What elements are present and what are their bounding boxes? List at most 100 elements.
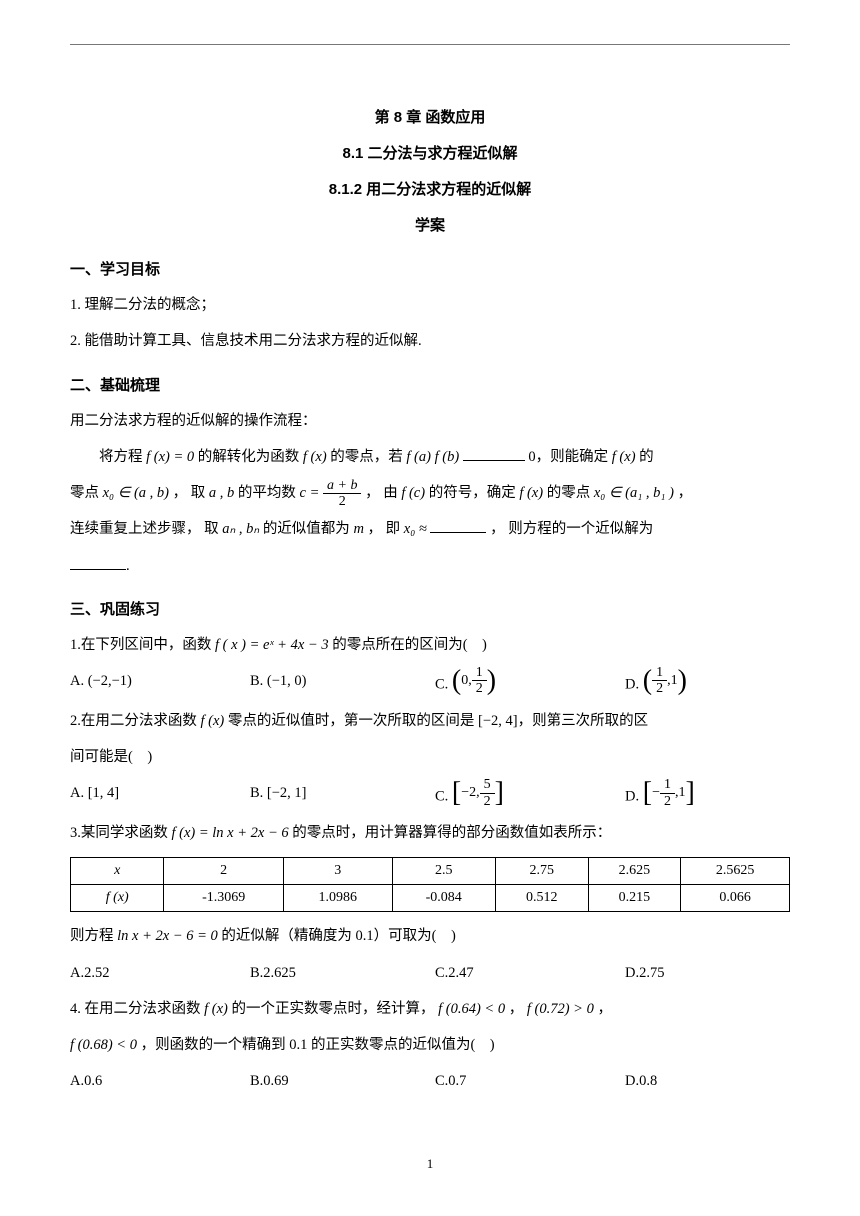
q3-stem: 3.某同学求函数 f (x) = ln x + 2x − 6 的零点时，用计算器…: [70, 815, 790, 851]
text: 的零点: [547, 485, 594, 501]
q3-options: A.2.52 B.2.625 C.2.47 D.2.75: [70, 955, 790, 991]
practice-heading: 三、巩固练习: [70, 598, 790, 619]
q4-option-d: D.0.8: [625, 1063, 657, 1099]
cell: x: [71, 858, 164, 885]
text: 零点的近似值时，第一次所取的区间是 [−2, 4]，则第三次所取的区: [228, 713, 648, 729]
text: 的一个正实数零点时，经计算，: [232, 1001, 439, 1017]
text: ， 取: [173, 485, 209, 501]
math-fx-q2: f (x): [201, 713, 225, 729]
q3-table: x 2 3 2.5 2.75 2.625 2.5625 f (x) -1.306…: [70, 857, 790, 912]
top-rule: [70, 44, 790, 45]
math-q1f: f ( x ) = eˣ + 4x − 3: [215, 637, 329, 653]
cell: 2: [164, 858, 283, 885]
text: 的近似值都为: [263, 521, 354, 537]
text: 0,: [461, 673, 472, 688]
text: 则方程: [70, 928, 117, 944]
interval-c: ( 0,12 ): [452, 663, 496, 698]
cell: 2.625: [588, 858, 681, 885]
math-x0a1b1: x₀ ∈ (a₁ , b₁ ): [594, 485, 674, 501]
q4-option-c: C.0.7: [435, 1063, 625, 1099]
math-fx-q4: f (x): [204, 1001, 228, 1017]
text: 的平均数: [238, 485, 300, 501]
q3-option-c: C.2.47: [435, 955, 625, 991]
q1-option-a: A. (−2,−1): [70, 663, 250, 703]
interval-c: [ −2,52 ]: [452, 775, 504, 810]
q4-option-a: A.0.6: [70, 1063, 250, 1099]
math-f072: f (0.72) > 0: [527, 1001, 594, 1017]
foundation-heading: 二、基础梳理: [70, 374, 790, 395]
text: C.: [435, 677, 452, 693]
num: 1: [660, 777, 675, 793]
num: 1: [652, 665, 667, 681]
text: 将方程: [99, 449, 146, 465]
text: 的零点，若: [330, 449, 406, 465]
q4-stem-2: f (0.68) < 0 ，则函数的一个精确到 0.1 的正实数零点的近似值为(…: [70, 1027, 790, 1063]
text: −: [652, 785, 660, 800]
math-x0approx: x₀ ≈: [404, 521, 427, 537]
fraction-apb-2: a + b 2: [323, 478, 361, 510]
text: ,1: [675, 785, 686, 800]
math-ceq: c =: [300, 485, 320, 501]
q2-option-d: D. [ −12,1 ]: [625, 775, 695, 815]
objectives-heading: 一、学习目标: [70, 258, 790, 279]
cell: 0.215: [588, 885, 681, 912]
den: 2: [652, 681, 667, 696]
text: 2.在用二分法求函数: [70, 713, 201, 729]
text: D.: [625, 677, 643, 693]
interval-d: ( 12,1 ): [643, 663, 687, 698]
math-fx: f (x): [303, 449, 327, 465]
table-row: f (x) -1.3069 1.0986 -0.084 0.512 0.215 …: [71, 885, 790, 912]
num: 1: [472, 665, 487, 681]
objective-1: 1. 理解二分法的概念；: [70, 287, 790, 323]
blank-1: [463, 446, 525, 461]
math-fx2: f (x): [612, 449, 636, 465]
q1-stem: 1.在下列区间中，函数 f ( x ) = eˣ + 4x − 3 的零点所在的…: [70, 627, 790, 663]
foundation-para-4: .: [70, 548, 790, 584]
text: ，: [509, 1001, 527, 1017]
text: −2,: [461, 785, 479, 800]
cell: 2.5: [392, 858, 495, 885]
math-f068: f (0.68) < 0: [70, 1037, 137, 1053]
cell: 1.0986: [283, 885, 392, 912]
cell: 2.75: [495, 858, 588, 885]
text: ，: [678, 485, 693, 501]
text: 连续重复上述步骤， 取: [70, 521, 222, 537]
text: ，则函数的一个精确到 0.1 的正实数零点的近似值为( ): [141, 1037, 495, 1053]
den: 2: [660, 794, 675, 809]
q4-option-b: B.0.69: [250, 1063, 435, 1099]
math-q3f: f (x) = ln x + 2x − 6: [172, 825, 289, 841]
q2-option-c: C. [ −2,52 ]: [435, 775, 625, 815]
objective-2: 2. 能借助计算工具、信息技术用二分法求方程的近似解.: [70, 323, 790, 359]
q3-option-a: A.2.52: [70, 955, 250, 991]
num: 5: [480, 777, 495, 793]
q1-option-c: C. ( 0,12 ): [435, 663, 625, 703]
cell: -1.3069: [164, 885, 283, 912]
q1-option-b: B. (−1, 0): [250, 663, 435, 703]
text: 0，则能确定: [528, 449, 611, 465]
text: 的: [639, 449, 654, 465]
page-number: 1: [0, 1156, 860, 1172]
q3-tail: 则方程 ln x + 2x − 6 = 0 的近似解（精确度为 0.1）可取为(…: [70, 918, 790, 954]
q3-option-d: D.2.75: [625, 955, 664, 991]
text: 3.某同学求函数: [70, 825, 172, 841]
text: ,1: [667, 673, 678, 688]
cell: 0.066: [681, 885, 790, 912]
subsection-title: 8.1.2 用二分法求方程的近似解: [70, 172, 790, 208]
text: 1.在下列区间中，函数: [70, 637, 215, 653]
text: ，: [597, 1001, 612, 1017]
q4-options: A.0.6 B.0.69 C.0.7 D.0.8: [70, 1063, 790, 1099]
cell: 3: [283, 858, 392, 885]
text: 的符号，确定: [429, 485, 520, 501]
foundation-para-3: 连续重复上述步骤， 取 aₙ , bₙ 的近似值都为 m ， 即 x₀ ≈ ， …: [70, 511, 790, 547]
text: 4. 在用二分法求函数: [70, 1001, 204, 1017]
cell: f (x): [71, 885, 164, 912]
frac-den: 2: [323, 494, 361, 509]
blank-3: [70, 555, 126, 570]
text: ， 则方程的一个近似解为: [490, 521, 653, 537]
q1-options: A. (−2,−1) B. (−1, 0) C. ( 0,12 ) D. ( 1…: [70, 663, 790, 703]
math-fx3: f (x): [519, 485, 543, 501]
math-fafb: f (a) f (b): [406, 449, 459, 465]
math-ab: a , b: [209, 485, 234, 501]
q2-option-a: A. [1, 4]: [70, 775, 250, 815]
q2-options: A. [1, 4] B. [−2, 1] C. [ −2,52 ] D. [ −…: [70, 775, 790, 815]
